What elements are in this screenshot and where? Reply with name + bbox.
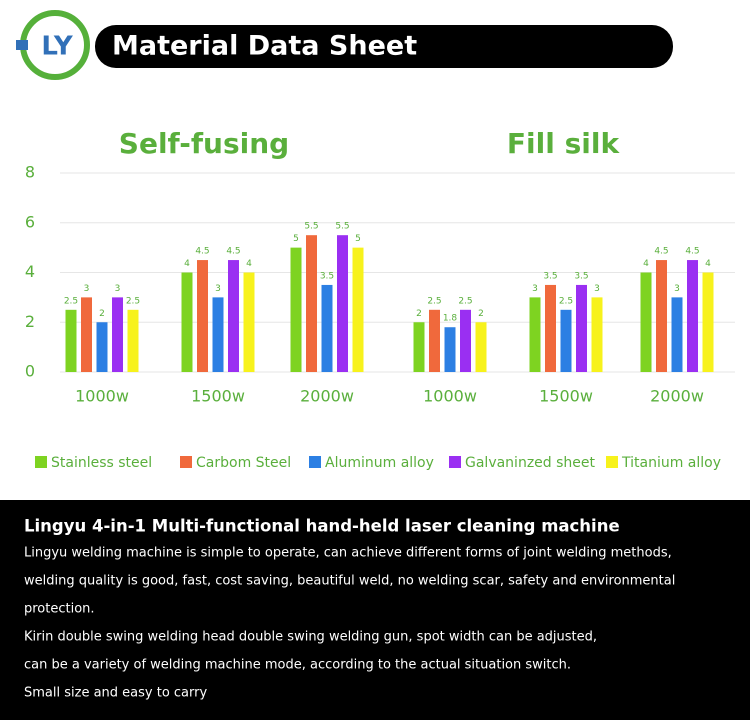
value-label: 2 (99, 309, 105, 319)
header-bar (95, 25, 673, 68)
description-line: protection. (24, 602, 95, 617)
value-label: 4 (184, 259, 190, 269)
value-label: 4 (246, 259, 252, 269)
legend-label: Carbom Steel (196, 455, 291, 471)
bar (127, 309, 139, 372)
bar (228, 260, 239, 372)
legend-swatch (449, 456, 461, 468)
x-tick-label: 1000w (423, 387, 477, 406)
value-label: 4.5 (654, 247, 668, 257)
x-tick-label: 2000w (650, 387, 704, 406)
value-label: 3 (594, 284, 600, 294)
legend-label: Titanium alloy (621, 455, 721, 471)
bar (321, 284, 333, 372)
description-line: Small size and easy to carry (24, 686, 207, 701)
legend-label: Stainless steel (51, 455, 152, 471)
bar (560, 309, 572, 372)
value-label: 1.8 (443, 314, 458, 324)
value-label: 3.5 (320, 271, 334, 281)
header-title: Material Data Sheet (112, 31, 417, 62)
bar (337, 235, 348, 372)
group-title: Self-fusing (119, 127, 289, 160)
y-tick-label: 6 (25, 212, 35, 231)
bar (243, 272, 255, 372)
legend-swatch (309, 456, 321, 468)
bar (671, 297, 683, 372)
x-tick-label: 1500w (539, 387, 593, 406)
bar (181, 272, 193, 372)
bar (212, 297, 224, 372)
value-label: 4 (643, 259, 649, 269)
value-label: 2.5 (559, 296, 573, 306)
value-label: 2 (416, 309, 422, 319)
value-label: 5.5 (304, 222, 318, 232)
value-label: 3 (532, 284, 538, 294)
bar (687, 260, 698, 372)
bar (306, 235, 317, 372)
value-label: 4.5 (195, 247, 209, 257)
y-tick-label: 8 (25, 163, 35, 182)
description-panel (0, 500, 750, 720)
bar (591, 297, 603, 372)
value-label: 2.5 (126, 296, 140, 306)
description-line: Lingyu welding machine is simple to oper… (24, 546, 672, 561)
value-label: 3.5 (574, 271, 588, 281)
value-label: 5.5 (335, 222, 349, 232)
bar (702, 272, 714, 372)
bar (444, 327, 456, 372)
bar (352, 247, 364, 372)
bar (81, 297, 92, 372)
value-label: 3 (84, 284, 90, 294)
group-title: Fill silk (507, 127, 621, 160)
value-label: 4 (705, 259, 711, 269)
description-line: can be a variety of welding machine mode… (24, 658, 571, 673)
y-tick-label: 4 (25, 262, 35, 281)
bar (96, 322, 108, 372)
bar (413, 322, 425, 372)
x-tick-label: 1500w (191, 387, 245, 406)
value-label: 2.5 (458, 296, 472, 306)
y-tick-label: 2 (25, 312, 35, 331)
description-title: Lingyu 4-in-1 Multi-functional hand-held… (24, 517, 620, 536)
legend-swatch (606, 456, 618, 468)
value-label: 3 (115, 284, 121, 294)
legend-label: Galvaninzed sheet (465, 455, 596, 471)
bar (529, 297, 541, 372)
bar (460, 309, 471, 372)
bar (429, 309, 440, 372)
logo-gear (16, 40, 28, 50)
bar (640, 272, 652, 372)
value-label: 4.5 (226, 247, 240, 257)
bar (545, 284, 556, 372)
bar (475, 322, 487, 372)
bar (112, 297, 123, 372)
legend-swatch (180, 456, 192, 468)
legend-label: Aluminum alloy (325, 455, 434, 471)
legend-swatch (35, 456, 47, 468)
description-line: welding quality is good, fast, cost savi… (24, 574, 675, 589)
value-label: 3 (674, 284, 680, 294)
bar (576, 284, 587, 372)
value-label: 2 (478, 309, 484, 319)
value-label: 4.5 (685, 247, 699, 257)
value-label: 3 (215, 284, 221, 294)
value-label: 2.5 (64, 296, 78, 306)
value-label: 5 (355, 234, 361, 244)
bar (65, 309, 77, 372)
value-label: 5 (293, 234, 299, 244)
bar (197, 260, 208, 372)
description-line: Kirin double swing welding head double s… (24, 630, 597, 645)
x-tick-label: 2000w (300, 387, 354, 406)
bar (656, 260, 667, 372)
x-tick-label: 1000w (75, 387, 129, 406)
bar (290, 247, 302, 372)
y-tick-label: 0 (25, 362, 35, 381)
logo: LY (41, 32, 74, 62)
value-label: 3.5 (543, 271, 557, 281)
value-label: 2.5 (427, 296, 441, 306)
